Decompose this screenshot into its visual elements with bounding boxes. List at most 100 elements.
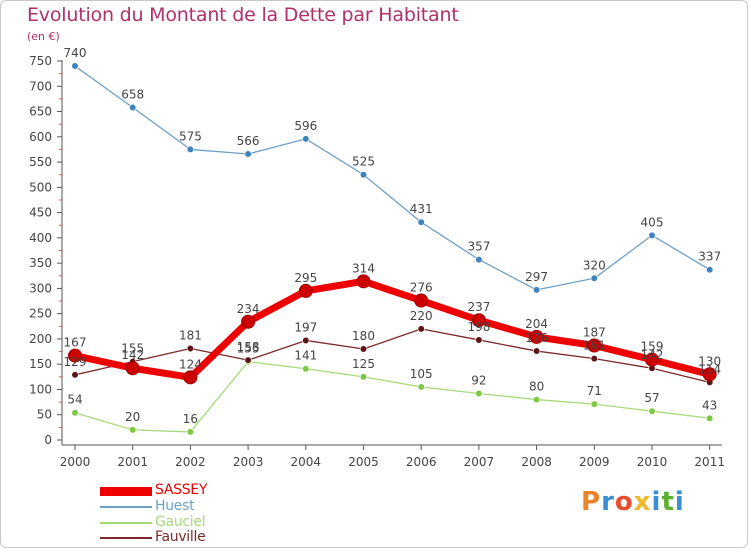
x-tick-label: 2001 [117,455,148,469]
y-tick-label: 200 [29,332,52,346]
data-point-huest [706,266,714,274]
data-label-huest: 658 [121,87,144,101]
data-label-huest: 297 [525,270,548,284]
data-label-huest: 337 [698,250,721,264]
data-point-gauciel [706,414,714,422]
logo-letter: t [661,487,675,517]
data-label-fauville: 176 [525,331,548,345]
legend-label: SASSEY [155,482,208,498]
logo-letter: i [651,487,662,517]
data-label-fauville: 198 [467,320,490,334]
data-point-fauville [417,325,425,333]
x-tick-label: 2000 [60,455,91,469]
data-point-huest [244,150,252,158]
data-point-huest [648,231,656,239]
data-point-sassey [68,348,82,363]
data-point-huest [475,255,483,264]
data-label-gauciel: 54 [67,393,82,407]
data-label-fauville: 142 [641,348,664,362]
data-point-fauville [244,356,252,364]
logo-letter: x [633,487,652,517]
y-tick-label: 450 [29,206,52,220]
data-point-gauciel [302,365,310,373]
x-tick-label: 2010 [637,455,668,469]
y-tick-label: 500 [29,180,52,194]
logo-letter: o [614,487,634,517]
y-tick-label: 150 [29,357,52,371]
data-label-gauciel: 71 [587,384,602,398]
data-label-gauciel: 105 [410,367,433,381]
data-label-fauville: 220 [410,309,433,323]
legend-swatch [100,506,152,508]
data-point-huest [590,274,598,282]
x-tick-label: 2011 [694,455,725,469]
data-label-sassey: 314 [352,261,375,275]
x-tick-label: 2009 [579,455,610,469]
data-point-fauville [590,355,598,363]
data-label-sassey: 159 [641,340,664,354]
data-point-sassey [183,370,198,385]
x-tick-label: 2004 [291,455,322,469]
y-tick-label: 250 [29,307,52,321]
data-point-sassey [529,329,544,344]
data-point-huest [532,286,541,294]
data-label-gauciel: 80 [529,380,544,394]
data-point-fauville [532,347,541,355]
y-tick-label: 550 [29,155,52,169]
series-line-fauville [74,328,711,384]
data-point-huest [359,171,368,179]
data-point-sassey [241,314,256,329]
legend-label: Gauciel [155,514,206,530]
data-label-gauciel: 141 [294,349,317,363]
data-label-gauciel: 57 [644,391,659,405]
data-point-gauciel [532,395,541,404]
data-point-sassey [702,367,717,382]
data-point-gauciel [71,409,79,417]
data-label-gauciel: 16 [183,412,198,426]
data-point-gauciel [648,407,656,415]
data-point-sassey [645,352,659,367]
data-label-gauciel: 125 [352,357,375,371]
data-point-huest [417,218,425,226]
data-label-fauville: 197 [294,320,317,334]
data-label-fauville: 155 [121,342,144,356]
y-tick-label: 650 [29,105,52,119]
data-label-gauciel: 43 [702,398,717,412]
data-label-huest: 405 [641,215,664,229]
data-label-fauville: 161 [583,339,606,353]
data-point-sassey [356,274,371,289]
legend-label: Huest [155,498,195,514]
data-point-gauciel [129,426,137,434]
x-tick-label: 2002 [175,455,206,469]
data-point-sassey [471,313,486,328]
data-point-gauciel [475,389,483,398]
chart-title: Evolution du Montant de la Dette par Hab… [27,4,459,26]
data-label-huest: 525 [352,155,375,169]
y-tick-label: 750 [29,54,52,68]
data-point-gauciel [359,373,368,381]
data-label-fauville: 158 [237,340,260,354]
legend-swatch [100,486,152,496]
data-label-sassey: 142 [121,348,144,362]
data-label-fauville: 180 [352,329,375,343]
data-point-sassey [414,293,429,308]
data-point-huest [71,62,79,70]
series-line-sassey [71,277,714,381]
data-label-fauville: 181 [179,329,202,343]
data-label-sassey: 204 [525,317,548,331]
legend-label: Fauville [155,529,206,545]
logo-letter: P [581,487,602,517]
data-label-huest: 566 [237,134,260,148]
data-point-huest [302,135,310,143]
data-point-fauville [71,371,79,379]
data-label-sassey: 124 [179,357,202,371]
y-tick-label: 100 [29,382,52,396]
data-label-sassey: 130 [698,354,721,368]
data-label-sassey: 276 [410,281,433,295]
y-tick-label: 700 [29,79,52,93]
y-tick-label: 300 [29,281,52,295]
data-label-gauciel: 92 [471,374,486,388]
x-tick-label: 2007 [464,455,495,469]
y-tick-label: 0 [44,433,52,447]
data-label-huest: 740 [64,46,87,60]
